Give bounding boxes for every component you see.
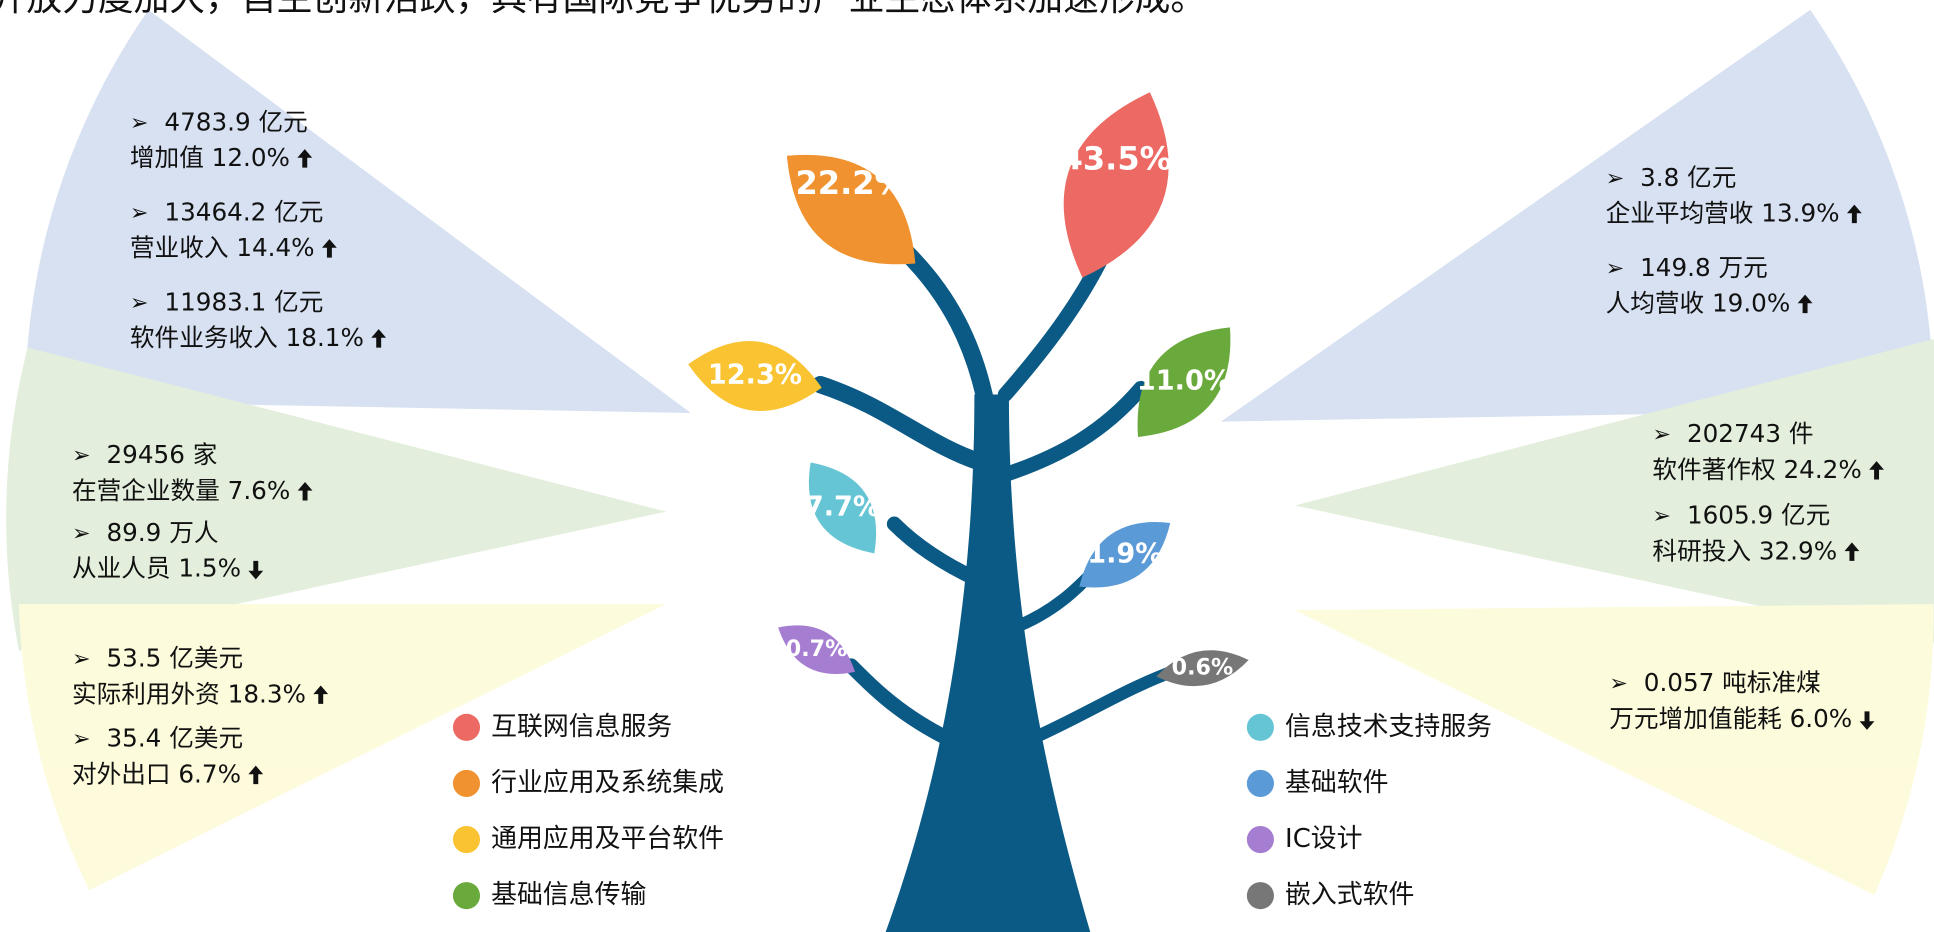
bullet: ➢: [130, 200, 149, 226]
trend-arrow: [313, 685, 329, 704]
leaf: [1079, 522, 1171, 588]
leaf: [778, 625, 856, 674]
legend-label: 嵌入式软件: [1285, 880, 1414, 910]
bullet: ➢: [1652, 422, 1671, 448]
legend-dot: [452, 713, 481, 741]
item-label: 增加值 12.0%: [130, 143, 290, 172]
item-head: 3.8 亿元: [1640, 163, 1736, 192]
item-label: 营业收入 14.4%: [130, 233, 315, 262]
trend-arrow: [248, 560, 264, 580]
tree: [811, 233, 1178, 932]
legend-dot: [1246, 882, 1274, 910]
leaf-label: 11.0%: [1137, 366, 1231, 397]
legend-dot: [1246, 769, 1274, 798]
item-head: 29456 家: [107, 440, 218, 469]
leaf-label: 0.6%: [1172, 655, 1234, 681]
item-label: 软件著作权 24.2%: [1652, 455, 1861, 484]
leaf-label: 1.9%: [1087, 538, 1162, 569]
bullet: ➢: [130, 290, 149, 316]
fan-backgrounds: [6, 9, 1934, 896]
item-label: 企业平均营收 13.9%: [1606, 199, 1840, 228]
trend-arrow: [1859, 711, 1875, 730]
leaf-label: 0.7%: [786, 636, 848, 662]
item-head: 53.5 亿美元: [107, 644, 244, 673]
leaf: [808, 462, 877, 554]
item-label: 万元增加值能耗 6.0%: [1609, 704, 1852, 733]
item-label: 人均营收 19.0%: [1606, 289, 1791, 318]
item-label: 科研投入 32.9%: [1652, 536, 1837, 565]
bullet: ➢: [1606, 165, 1625, 191]
leaf: [786, 154, 916, 265]
bullet: ➢: [72, 443, 91, 469]
legend-label: 基础信息传输: [491, 880, 646, 910]
bullet: ➢: [130, 110, 149, 136]
trend-arrow: [322, 239, 337, 258]
trend-arrow: [1846, 204, 1862, 224]
leaf: [688, 341, 822, 411]
bullet: ➢: [1652, 503, 1671, 529]
legend-label: 信息技术支持服务: [1285, 712, 1492, 742]
leaf-label: 22.2%: [796, 164, 907, 202]
trend-arrow: [1869, 461, 1884, 480]
legend-label: 互联网信息服务: [491, 712, 672, 742]
legend-label: 行业应用及系统集成: [491, 768, 724, 798]
item-head: 11983.1 亿元: [164, 287, 323, 316]
title: 开放力度加大，自主创新活跃，具有国际竞争优势的产业生态体系加速形成。: [0, 0, 1206, 19]
item-head: 35.4 亿美元: [107, 724, 244, 753]
item-label: 对外出口 6.7%: [72, 759, 241, 788]
leaf-label: 7.7%: [805, 491, 880, 522]
legend-dot: [452, 882, 481, 910]
leaf-label: 43.5%: [1061, 139, 1172, 177]
item-label: 实际利用外资 18.3%: [72, 679, 306, 708]
legend-label: IC设计: [1285, 824, 1362, 854]
leaf: [1156, 650, 1249, 687]
legend-dot: [1246, 713, 1274, 741]
leaf-label: 12.3%: [708, 360, 802, 391]
item-head: 149.8 万元: [1640, 253, 1768, 282]
bullet: ➢: [1606, 255, 1625, 281]
legend-dot: [452, 769, 481, 798]
legend-label: 基础软件: [1285, 768, 1389, 798]
bullet: ➢: [72, 726, 91, 752]
trend-arrow: [371, 329, 387, 348]
legend-label: 通用应用及平台软件: [491, 824, 724, 854]
trend-arrow: [297, 482, 313, 501]
item-label: 在营企业数量 7.6%: [72, 476, 290, 505]
item-head: 202743 件: [1687, 419, 1814, 448]
trend-arrow: [248, 765, 264, 785]
item-head: 4783.9 亿元: [164, 107, 307, 136]
trend-arrow: [1797, 294, 1813, 314]
item-label: 软件业务收入 18.1%: [130, 323, 364, 352]
bullet: ➢: [72, 646, 91, 672]
item-head: 89.9 万人: [107, 518, 219, 547]
bullet: ➢: [72, 520, 91, 546]
leaf: [1063, 92, 1169, 278]
legend-dot: [1246, 825, 1274, 854]
bullet: ➢: [1609, 671, 1628, 697]
item-head: 1605.9 亿元: [1687, 501, 1830, 530]
trend-arrow: [297, 149, 313, 168]
item-head: 0.057 吨标准煤: [1644, 668, 1821, 697]
item-label: 从业人员 1.5%: [72, 554, 241, 583]
legend-dot: [452, 825, 481, 854]
trend-arrow: [1844, 542, 1860, 561]
item-head: 13464.2 亿元: [164, 197, 323, 226]
leaf: [1137, 327, 1231, 437]
